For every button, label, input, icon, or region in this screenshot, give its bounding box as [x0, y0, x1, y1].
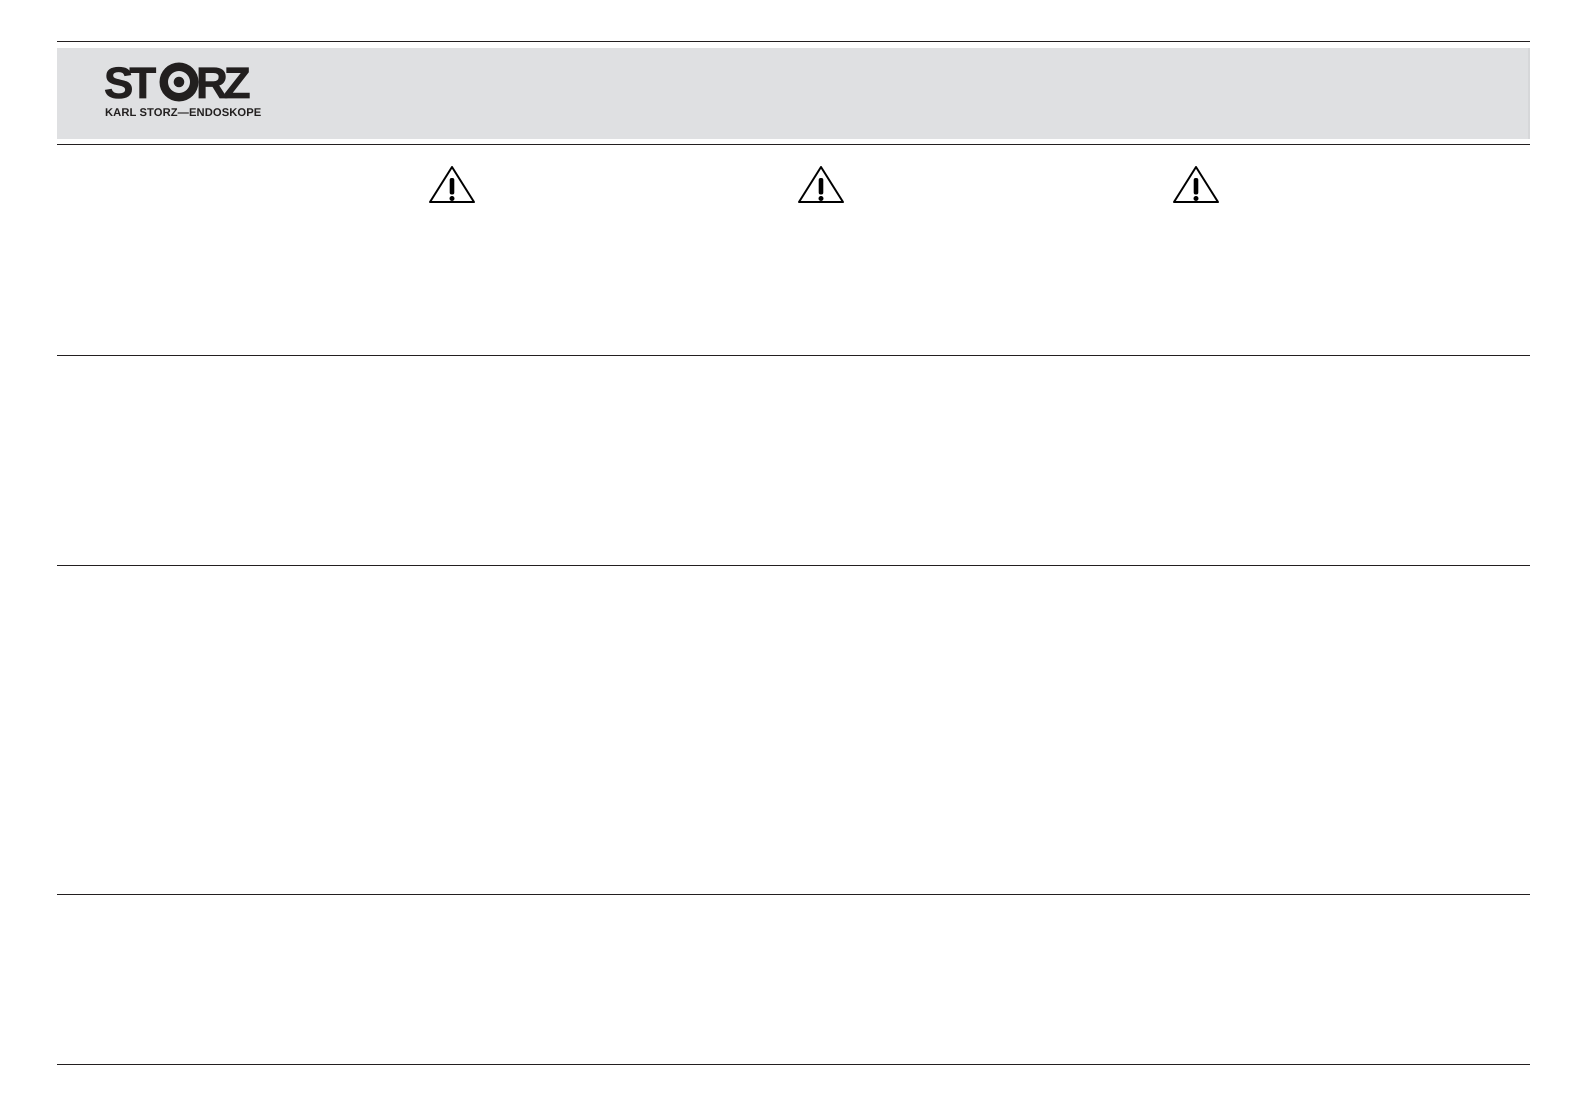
svg-text:ST: ST [104, 59, 156, 108]
svg-text:RZ: RZ [196, 59, 250, 108]
svg-text:KARL STORZ—ENDOSKOPE: KARL STORZ—ENDOSKOPE [105, 107, 262, 119]
